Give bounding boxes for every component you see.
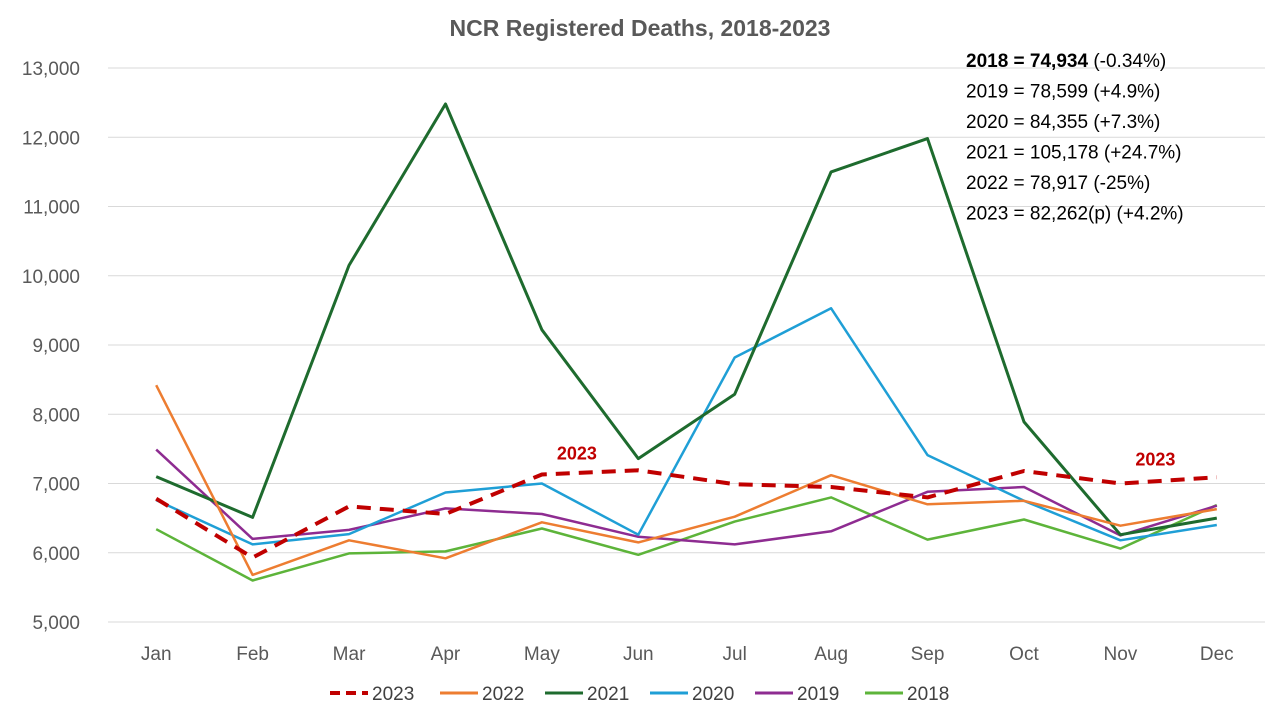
legend-label-2019: 2019 [797, 684, 839, 705]
x-tick-label: Aug [814, 644, 848, 665]
annual-total-2021: 2021 = 105,178 (+24.7%) [966, 143, 1182, 164]
annual-total-2020: 2020 = 84,355 (+7.3%) [966, 112, 1160, 133]
annual-total-2018: 2018 = 74,934 (-0.34%) [966, 51, 1166, 72]
chart-title: NCR Registered Deaths, 2018-2023 [450, 15, 831, 41]
series-label-2023: 2023 [557, 443, 597, 463]
legend-label-2021: 2021 [587, 684, 629, 705]
series-label-2023: 2023 [1135, 449, 1175, 469]
x-tick-label: Nov [1103, 644, 1137, 665]
series-line-2020 [155, 307, 1217, 546]
x-tick-label: Mar [333, 644, 366, 665]
legend-label-2023: 2023 [372, 684, 414, 705]
annual-total-2022: 2022 = 78,917 (-25%) [966, 173, 1150, 194]
series-line-2021 [155, 102, 1218, 537]
x-tick-label: Jul [723, 644, 747, 665]
y-tick-label: 10,000 [22, 267, 80, 288]
x-tick-label: Apr [431, 644, 461, 665]
y-tick-label: 11,000 [23, 198, 80, 219]
x-tick-label: Sep [911, 644, 945, 665]
x-tick-label: Dec [1200, 644, 1234, 665]
x-tick-label: Jun [623, 644, 654, 665]
annual-total-2023: 2023 = 82,262(p) (+4.2%) [966, 204, 1184, 225]
x-tick-label: Oct [1009, 644, 1039, 665]
series-lines [155, 102, 1218, 582]
series-line-2018 [155, 496, 1218, 582]
annual-totals-annotation: 2018 = 74,934 (-0.34%) 2019 = 78,599 (+4.… [966, 51, 1184, 225]
x-tick-label: Jan [141, 644, 172, 665]
legend-label-2022: 2022 [482, 684, 524, 705]
gridlines [108, 67, 1265, 623]
legend: 2023 2022 2021 2020 2019 2018 [330, 684, 949, 705]
series-line-2022 [155, 384, 1218, 577]
y-tick-label: 5,000 [32, 613, 80, 634]
x-tick-label: Feb [236, 644, 269, 665]
y-tick-label: 6,000 [32, 544, 80, 565]
y-tick-label: 13,000 [22, 59, 80, 80]
x-tick-label: May [524, 644, 560, 665]
x-axis-tick-labels: Jan Feb Mar Apr May Jun Jul Aug Sep Oct Nov Dec [141, 644, 1234, 665]
y-tick-label: 12,000 [22, 128, 80, 149]
y-tick-label: 9,000 [32, 336, 80, 357]
series-line-2023 [155, 468, 1217, 560]
series-labels: 2023 2023 [557, 443, 1176, 469]
legend-label-2018: 2018 [907, 684, 949, 705]
y-tick-label: 8,000 [32, 405, 80, 426]
series-line-2019 [155, 448, 1218, 546]
y-axis-tick-labels: 5,000 6,000 7,000 8,000 9,000 10,000 11,000 12,… [22, 59, 80, 634]
y-tick-label: 7,000 [32, 475, 80, 496]
annual-total-2019: 2019 = 78,599 (+4.9%) [966, 82, 1160, 103]
legend-label-2020: 2020 [692, 684, 734, 705]
